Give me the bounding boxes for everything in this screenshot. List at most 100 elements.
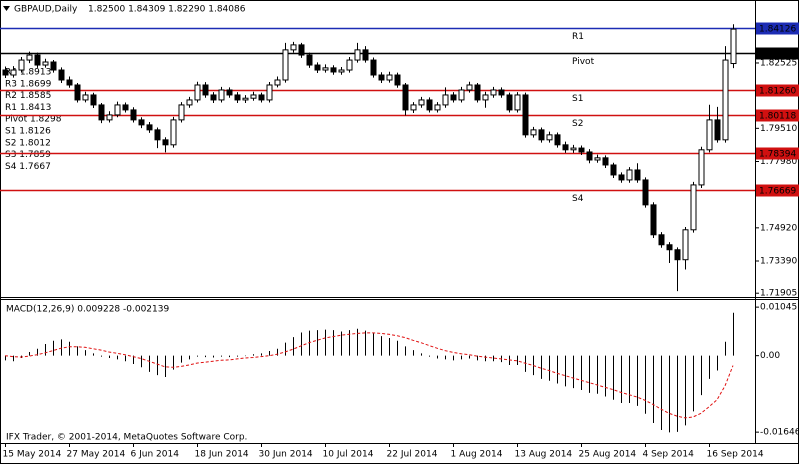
candle-body bbox=[114, 104, 121, 116]
x-tick-label: 15 May 2014 bbox=[3, 450, 62, 460]
candle-body bbox=[530, 129, 537, 136]
candle-body bbox=[570, 147, 577, 151]
pivot-list-entry: R3 1.8699 bbox=[5, 79, 52, 89]
y-tick-label: 1.71905 bbox=[760, 289, 797, 299]
copyright: IFX Trader, © 2001-2014, MetaQuotes Soft… bbox=[6, 433, 247, 443]
x-tick-label: 10 Jul 2014 bbox=[323, 450, 374, 460]
x-tick-label: 18 Jun 2014 bbox=[195, 450, 249, 460]
symbol-title: GBPAUD,Daily bbox=[14, 5, 78, 15]
candle-body bbox=[82, 94, 89, 101]
candle-body bbox=[546, 134, 553, 141]
y-tick-label: 1.77980 bbox=[760, 157, 797, 167]
candle-body bbox=[338, 69, 345, 73]
candle-body bbox=[586, 151, 593, 161]
level-price-label: 1.80118 bbox=[759, 112, 796, 122]
level-price-box bbox=[756, 109, 799, 122]
candle-body bbox=[194, 84, 201, 101]
level-name: R1 bbox=[572, 32, 584, 42]
signal-line bbox=[4, 332, 734, 419]
candle-body bbox=[26, 54, 33, 61]
candle-body bbox=[346, 59, 353, 71]
level-name: S1 bbox=[572, 94, 583, 104]
candle-body bbox=[514, 94, 521, 111]
candle-body bbox=[58, 69, 65, 81]
candle-body bbox=[66, 79, 73, 86]
x-tick-label: 27 May 2014 bbox=[67, 450, 126, 460]
candle-body bbox=[242, 97, 249, 101]
pivot-list-entry: Pivot 1.8298 bbox=[5, 115, 62, 125]
candle-body bbox=[298, 44, 305, 56]
macd-title: MACD(12,26,9) 0.009228 -0.002139 bbox=[6, 305, 169, 315]
x-tick-label: 22 Jul 2014 bbox=[387, 450, 438, 460]
candle-body bbox=[2, 69, 9, 76]
candle-body bbox=[714, 119, 721, 141]
candle-body bbox=[314, 64, 321, 71]
candle-body bbox=[458, 89, 465, 101]
candle-body bbox=[466, 84, 473, 91]
candle-body bbox=[330, 67, 337, 73]
candle-body bbox=[658, 234, 665, 246]
candle-body bbox=[410, 104, 417, 111]
level-price-box bbox=[756, 184, 799, 197]
candle-body bbox=[522, 94, 529, 136]
candle-body bbox=[706, 119, 713, 151]
candle-body bbox=[642, 179, 649, 206]
candle-body bbox=[234, 94, 241, 101]
candle-body bbox=[482, 94, 489, 101]
candle-body bbox=[538, 129, 545, 141]
ohlc-label: 1.82500 1.84309 1.82290 1.84086 bbox=[88, 5, 246, 15]
level-price-label: 1.82984 bbox=[759, 50, 796, 60]
candle-body bbox=[618, 174, 625, 181]
candle-body bbox=[450, 94, 457, 101]
candle-body bbox=[10, 69, 17, 76]
level-name: S4 bbox=[572, 194, 584, 204]
y-tick-label: 1.79510 bbox=[760, 124, 797, 134]
candle-body bbox=[498, 89, 505, 96]
candle-body bbox=[602, 157, 609, 166]
candle-body bbox=[434, 104, 441, 111]
x-tick-label: 25 Aug 2014 bbox=[579, 450, 637, 460]
candle-body bbox=[266, 84, 273, 101]
y-tick-label: 0.00 bbox=[760, 351, 780, 361]
candle-body bbox=[50, 61, 57, 71]
candle-body bbox=[218, 89, 225, 101]
x-tick-label: 6 Jun 2014 bbox=[131, 450, 180, 460]
y-tick-label: 1.74920 bbox=[760, 223, 797, 233]
candle-body bbox=[74, 84, 81, 101]
candle-body bbox=[34, 54, 41, 66]
candle-body bbox=[578, 147, 585, 153]
level-price-box bbox=[756, 47, 799, 60]
candle-body bbox=[594, 157, 601, 161]
level-price-label: 1.81260 bbox=[759, 87, 796, 97]
candle-body bbox=[650, 204, 657, 236]
menu-icon bbox=[3, 6, 10, 11]
candle-body bbox=[258, 94, 265, 101]
candle-body bbox=[282, 49, 289, 81]
candle-body bbox=[722, 59, 729, 141]
candle-body bbox=[626, 169, 633, 181]
candle-body bbox=[418, 99, 425, 106]
x-tick-label: 1 Aug 2014 bbox=[451, 450, 503, 460]
x-tick-label: 13 Aug 2014 bbox=[515, 450, 573, 460]
x-tick-label: 4 Sep 2014 bbox=[643, 450, 695, 460]
level-price-label: 1.78394 bbox=[759, 150, 796, 160]
candle-body bbox=[42, 61, 49, 66]
candle-body bbox=[378, 74, 385, 81]
candle-body bbox=[106, 114, 113, 121]
candle-body bbox=[506, 94, 513, 111]
x-tick-label: 16 Sep 2014 bbox=[707, 450, 764, 460]
level-price-box bbox=[756, 84, 799, 97]
candle-body bbox=[162, 139, 169, 146]
candle-body bbox=[442, 94, 449, 106]
candle-body bbox=[394, 74, 401, 86]
level-price-label: 1.84126 bbox=[759, 25, 796, 35]
level-name: Pivot bbox=[572, 57, 595, 67]
candle-body bbox=[562, 144, 569, 151]
candle-body bbox=[490, 89, 497, 96]
candle-body bbox=[202, 84, 209, 96]
candle-body bbox=[122, 104, 129, 111]
pivot-list-entry: R4 1.8913 bbox=[5, 68, 51, 78]
candle-body bbox=[554, 134, 561, 146]
